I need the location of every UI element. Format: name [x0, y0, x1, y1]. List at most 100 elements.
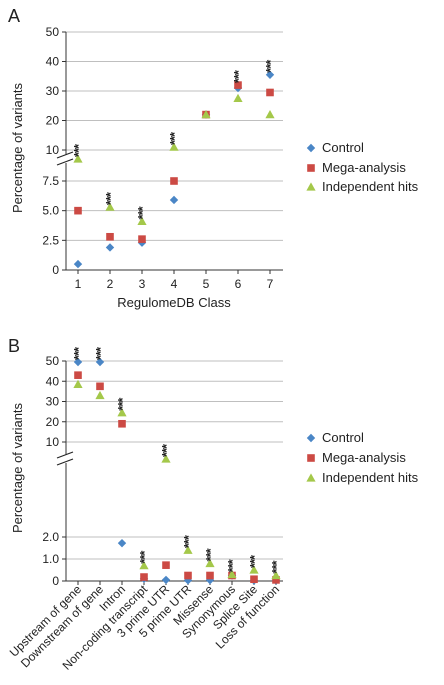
panel-letter: B — [8, 336, 20, 356]
x-tick-label: 2 — [107, 277, 114, 291]
significance-stars: *** — [115, 397, 130, 411]
data-point-square — [234, 81, 242, 89]
y-tick-label: 30 — [46, 395, 60, 409]
y-tick-label: 40 — [46, 374, 60, 388]
data-point-square — [162, 561, 170, 569]
data-point-diamond — [169, 195, 179, 205]
data-point-square — [118, 419, 126, 428]
data-point-diamond — [265, 70, 275, 79]
legend-marker-triangle — [306, 182, 316, 191]
data-point-triangle — [271, 570, 281, 580]
legend-marker-square — [307, 164, 315, 172]
x-tick-label: 1 — [75, 277, 82, 291]
significance-stars: *** — [225, 558, 240, 572]
y-tick-label: 20 — [46, 415, 60, 429]
y-tick-label: 40 — [46, 55, 60, 69]
legend-label: Control — [322, 140, 364, 155]
data-point-square — [138, 235, 146, 243]
x-tick-label: 6 — [235, 277, 242, 291]
significance-stars: *** — [103, 191, 118, 205]
data-point-square — [266, 88, 274, 97]
data-point-square — [106, 232, 114, 241]
x-tick-label: 3 — [139, 277, 146, 291]
data-point-square — [96, 382, 104, 391]
significance-stars: *** — [137, 550, 152, 564]
data-point-triangle — [139, 561, 149, 570]
axis-break-mark — [56, 458, 74, 466]
y-tick-label: 0 — [52, 263, 59, 277]
significance-stars: *** — [135, 205, 150, 219]
data-point-triangle — [73, 154, 83, 163]
legend-marker-square — [307, 454, 315, 462]
data-point-square — [74, 206, 82, 215]
y-tick-label: 7.5 — [42, 174, 59, 188]
x-tick-label: 5 — [203, 277, 210, 291]
data-point-triangle — [183, 545, 193, 554]
y-tick-label: 0 — [52, 574, 59, 588]
significance-stars: *** — [167, 131, 182, 145]
panel-letter: A — [8, 6, 20, 26]
axis-break-mark — [56, 158, 74, 166]
data-point-diamond — [105, 243, 115, 252]
y-tick-label: 20 — [46, 114, 60, 128]
data-point-diamond — [183, 576, 193, 585]
data-point-square — [184, 571, 192, 580]
y-tick-label: 50 — [46, 354, 60, 368]
data-point-diamond — [73, 259, 83, 269]
significance-stars: *** — [231, 69, 246, 83]
legend-label: Mega-analysis — [322, 450, 406, 465]
y-tick-label: 50 — [46, 25, 60, 39]
data-point-square — [250, 575, 258, 584]
legend-marker-diamond — [306, 143, 316, 153]
legend-label: Independent hits — [322, 179, 419, 194]
y-tick-label: 10 — [46, 143, 60, 157]
axis-break-mark — [56, 451, 74, 459]
y-tick-label: 30 — [46, 84, 60, 98]
data-point-square — [74, 371, 82, 379]
data-point-diamond — [95, 357, 105, 367]
legend-marker-diamond — [306, 433, 316, 443]
significance-stars: *** — [263, 59, 278, 73]
y-tick-label: 2.5 — [42, 233, 59, 247]
y-tick-label: 5.0 — [42, 204, 59, 218]
significance-stars: *** — [71, 346, 86, 360]
legend-label: Control — [322, 430, 364, 445]
significance-stars: *** — [181, 534, 196, 548]
significance-stars: *** — [247, 554, 262, 568]
data-point-triangle — [205, 558, 215, 568]
data-point-triangle — [249, 565, 259, 574]
significance-stars: *** — [269, 559, 284, 573]
data-point-square — [206, 571, 214, 580]
y-axis-label: Percentage of variants — [10, 82, 25, 213]
legend-label: Independent hits — [322, 470, 419, 485]
legend-marker-triangle — [306, 473, 316, 482]
data-point-triangle — [117, 408, 127, 417]
data-point-diamond — [117, 538, 127, 548]
data-point-triangle — [161, 454, 171, 463]
data-point-square — [140, 573, 148, 581]
data-point-square — [272, 576, 280, 584]
legend-label: Mega-analysis — [322, 160, 406, 175]
significance-stars: *** — [159, 443, 174, 457]
data-point-diamond — [161, 575, 171, 585]
y-tick-label: 10 — [46, 435, 60, 449]
x-tick-label: 4 — [171, 277, 178, 291]
x-axis-label: RegulomeDB Class — [117, 295, 231, 310]
data-point-triangle — [95, 390, 105, 400]
significance-stars: *** — [93, 346, 108, 360]
data-point-triangle — [137, 216, 147, 226]
significance-stars: *** — [71, 143, 86, 157]
data-point-triangle — [233, 93, 243, 103]
data-point-triangle — [201, 110, 211, 119]
data-point-triangle — [227, 569, 237, 579]
data-point-diamond — [73, 357, 83, 367]
y-tick-label: 1.0 — [42, 552, 59, 566]
data-point-triangle — [105, 202, 115, 211]
data-point-triangle — [73, 379, 83, 388]
y-tick-label: 2.0 — [42, 530, 59, 544]
data-point-triangle — [169, 142, 179, 151]
data-point-triangle — [265, 110, 275, 119]
significance-stars: *** — [203, 547, 218, 561]
y-axis-label: Percentage of variants — [10, 402, 25, 533]
